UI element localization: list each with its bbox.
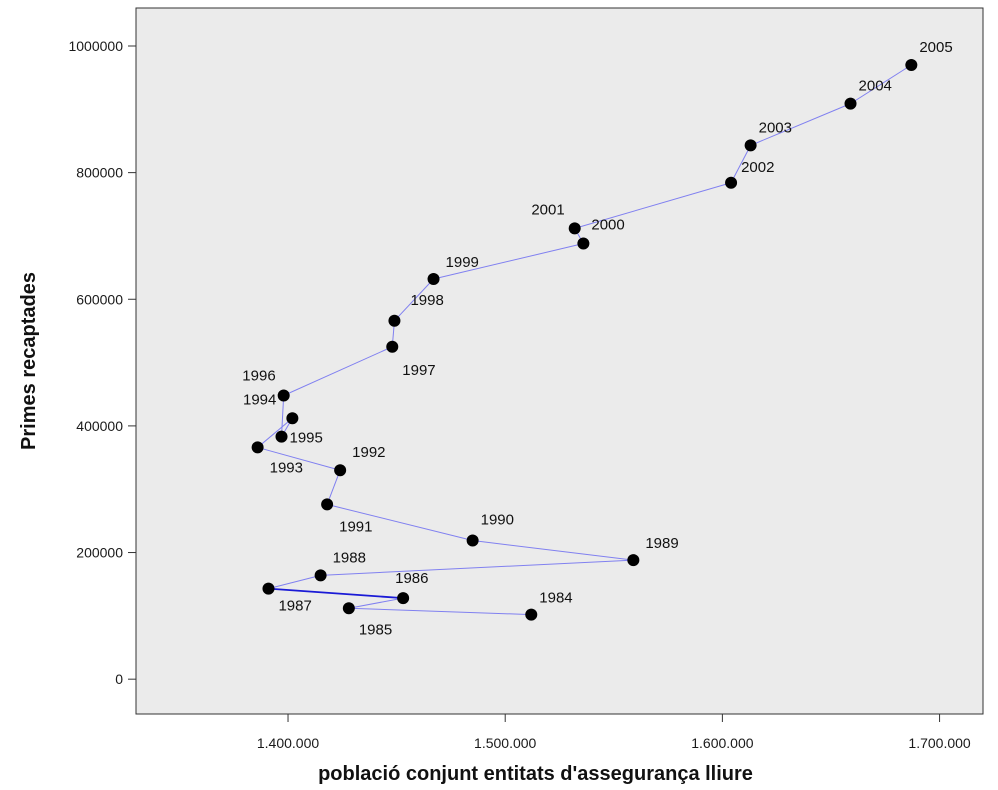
connector-segment <box>257 446 341 471</box>
y-tick-label: 0 <box>115 671 123 687</box>
point-label: 2001 <box>531 201 564 218</box>
data-point <box>321 498 334 511</box>
point-label: 1993 <box>270 459 303 476</box>
x-axis-title: població conjunt entitats d'assegurança … <box>318 763 753 785</box>
data-point <box>388 314 401 327</box>
data-point <box>744 139 757 152</box>
data-point <box>466 534 479 547</box>
connector-segment <box>472 540 634 561</box>
point-label: 1988 <box>333 549 366 566</box>
data-point <box>286 412 299 425</box>
data-point <box>397 592 410 605</box>
data-point <box>725 176 738 189</box>
connector-segment <box>850 64 912 105</box>
point-label: 2003 <box>759 119 792 136</box>
connector-segment <box>394 278 434 322</box>
y-tick-label: 200000 <box>76 545 123 561</box>
connector-lines <box>257 64 912 616</box>
connector-segment <box>268 574 321 590</box>
data-point <box>577 237 590 250</box>
x-tick-label: 1.600.000 <box>691 735 753 751</box>
x-tick-label: 1.700.000 <box>908 735 970 751</box>
connector-segment <box>268 587 404 600</box>
connector-segment <box>281 395 285 437</box>
point-label: 2005 <box>919 39 952 56</box>
connector-segment <box>326 470 341 505</box>
data-points <box>251 58 918 621</box>
point-labels: 1984 1985 1986 1987 1988 1989 1990 1991 1992 1993… <box>242 39 952 638</box>
data-point <box>427 273 440 286</box>
connector-segment <box>730 145 752 183</box>
y-tick-label: 600000 <box>76 291 123 307</box>
data-point <box>525 608 538 621</box>
point-label: 1992 <box>352 444 385 461</box>
connector-segment <box>750 103 851 146</box>
data-point <box>386 340 399 353</box>
x-tick-label: 1.400.000 <box>257 735 319 751</box>
y-tick-label: 800000 <box>76 165 123 181</box>
point-label: 2002 <box>741 159 774 176</box>
data-point <box>251 441 264 454</box>
point-label: 1991 <box>339 518 372 535</box>
data-point <box>568 222 581 235</box>
connector-segment <box>320 559 634 576</box>
point-label: 2000 <box>591 217 624 234</box>
y-axis-title: Primes recaptades <box>18 272 40 450</box>
data-point <box>277 389 290 402</box>
plot-area <box>135 7 984 715</box>
data-point <box>342 602 355 615</box>
data-point <box>262 582 275 595</box>
point-label: 1985 <box>359 621 392 638</box>
point-label: 1999 <box>446 254 479 271</box>
data-point <box>275 430 288 443</box>
point-label: 1987 <box>278 598 311 615</box>
x-tick-label: 1.500.000 <box>474 735 536 751</box>
connector-segment <box>326 503 473 541</box>
point-label: 1997 <box>402 362 435 379</box>
point-label: 1989 <box>645 535 678 552</box>
data-point <box>905 58 918 71</box>
data-point <box>844 97 857 110</box>
connector-segment <box>348 607 532 616</box>
point-label: 2004 <box>859 78 892 95</box>
connector-segment <box>283 346 393 396</box>
point-label: 1996 <box>242 368 275 385</box>
data-point <box>334 464 347 477</box>
point-label: 1994 <box>243 391 276 408</box>
point-label: 1998 <box>410 292 443 309</box>
point-label: 1990 <box>481 512 514 529</box>
y-tick-label: 400000 <box>76 418 123 434</box>
connector-segment <box>574 182 732 229</box>
data-point <box>314 569 327 582</box>
axes: 0 200000 400000 600000 800000 1000000 1.400.00… <box>68 38 970 751</box>
connector-segment <box>348 597 404 609</box>
point-label: 1984 <box>539 590 572 607</box>
connector-segment <box>433 243 584 280</box>
point-label: 1986 <box>395 570 428 587</box>
y-tick-label: 1000000 <box>68 38 123 54</box>
point-label: 1995 <box>290 430 323 447</box>
data-point <box>627 554 640 567</box>
connector-segment <box>257 417 293 448</box>
